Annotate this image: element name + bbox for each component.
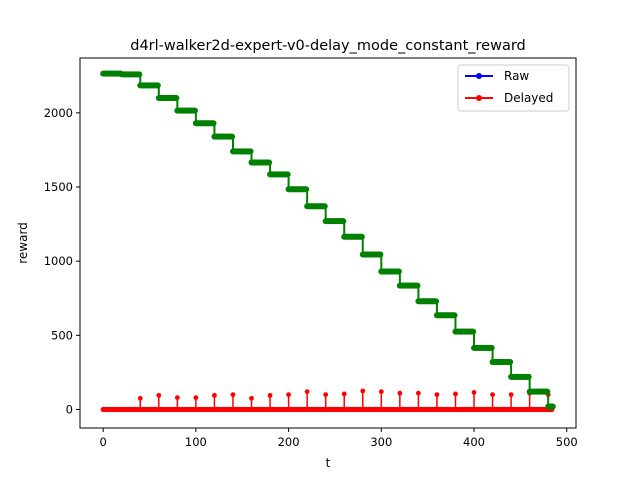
x-tick-label: 500	[556, 435, 578, 449]
y-tick-label: 1000	[44, 254, 73, 268]
legend-label-delayed: Delayed	[504, 91, 553, 105]
delayed-spike-point	[415, 390, 421, 396]
series-layer	[100, 70, 556, 413]
delayed-spike-point	[267, 392, 273, 398]
x-axis-label: t	[326, 456, 331, 470]
legend-items: Raw Delayed	[465, 69, 553, 105]
series-3-point	[451, 312, 458, 319]
series-3-point	[377, 251, 384, 258]
delayed-spike-point	[193, 395, 199, 400]
plot-frame	[79, 57, 577, 429]
series-3-point	[321, 203, 328, 210]
x-tick-label: 300	[370, 435, 392, 449]
y-axis: 0 500 1000 1500 2000	[44, 106, 80, 416]
delayed-spike-point	[471, 390, 477, 395]
delayed-spike-point	[174, 395, 180, 400]
series-3-point	[544, 388, 551, 395]
series-3-point	[358, 233, 365, 240]
delayed-spike-point	[286, 392, 291, 398]
delayed-spike-point	[212, 392, 217, 398]
y-tick-label: 0	[66, 402, 73, 416]
series-3-point	[136, 71, 143, 78]
y-tick-label: 2000	[44, 106, 73, 120]
x-axis: 0 100 200 300 400 500	[100, 428, 578, 449]
series-3-point	[470, 328, 477, 335]
y-tick-label: 500	[51, 328, 73, 342]
series-3-point	[507, 359, 514, 366]
series-3-point	[284, 171, 291, 178]
chart-title: d4rl-walker2d-expert-v0-delay_mode_const…	[130, 38, 526, 54]
x-tick-label: 0	[100, 435, 107, 449]
delayed-spike-point	[434, 392, 440, 398]
delayed-spike-point	[360, 388, 366, 394]
plot-area	[100, 70, 556, 413]
series-3-point	[303, 186, 310, 193]
series-3-point	[488, 344, 495, 351]
series-3-point	[414, 282, 421, 289]
delayed-spike-point	[378, 389, 384, 395]
series-3-point	[173, 95, 180, 102]
legend-label-raw: Raw	[504, 69, 529, 83]
delayed-series	[100, 388, 555, 413]
delayed-spike-point	[341, 391, 347, 397]
x-tick-label: 100	[185, 435, 207, 449]
delayed-spike-point	[453, 391, 458, 397]
series-3-series	[100, 70, 556, 410]
series-3-point	[247, 148, 254, 155]
series-3-point	[266, 159, 273, 166]
series-3-point	[210, 120, 217, 127]
series-3-point	[229, 133, 236, 140]
delayed-spike-point	[397, 390, 403, 396]
delayed-spike-point	[230, 392, 236, 398]
x-tick-label: 200	[278, 435, 300, 449]
series-3-point	[549, 403, 556, 410]
series-3-point	[191, 107, 198, 114]
delayed-spike-point	[137, 395, 143, 401]
delayed-spike-point	[323, 392, 329, 398]
series-3-point	[525, 373, 532, 380]
delayed-spike-point	[304, 389, 310, 395]
legend-marker-delayed	[476, 95, 482, 101]
y-axis-label: reward	[16, 222, 30, 264]
x-tick-label: 400	[463, 435, 485, 449]
legend-marker-raw	[476, 73, 482, 79]
series-3-point	[395, 268, 402, 275]
legend: Raw Delayed	[457, 64, 570, 112]
y-tick-label: 1500	[44, 180, 73, 194]
delayed-spike-point	[508, 392, 514, 398]
series-3-point	[433, 298, 440, 305]
series-3-point	[154, 82, 161, 89]
series-3-point	[340, 218, 347, 225]
delayed-spike-point	[490, 392, 495, 398]
delayed-spike-point	[249, 395, 254, 401]
delayed-spike-point	[156, 392, 162, 398]
